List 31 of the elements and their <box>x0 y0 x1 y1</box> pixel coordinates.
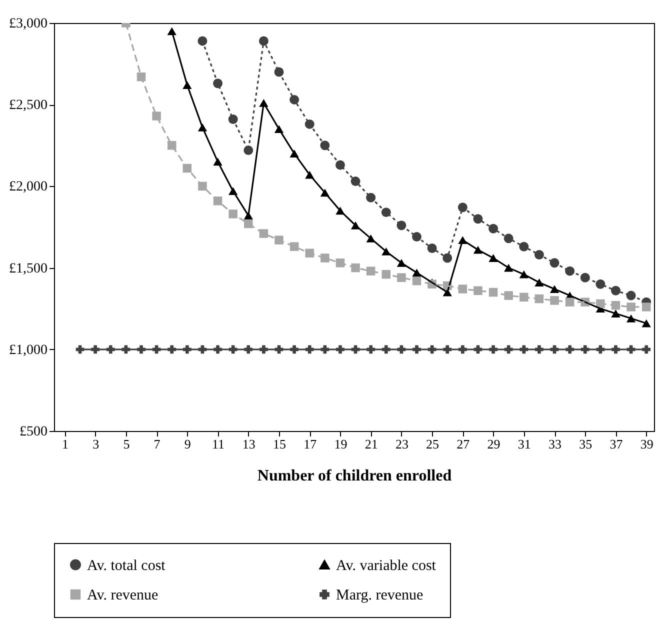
x-tick-label: 29 <box>487 436 500 452</box>
legend-label: Marg. revenue <box>336 588 424 604</box>
x-tick-label: 39 <box>640 436 654 452</box>
y-tick-label: £500 <box>20 424 48 440</box>
y-tick-label: £3,000 <box>9 16 48 32</box>
x-tick-label: 15 <box>273 436 286 452</box>
x-tick-label: 37 <box>610 436 624 452</box>
x-tick-label: 35 <box>579 436 592 452</box>
x-tick-label: 1 <box>62 436 68 452</box>
x-tick-label: 17 <box>304 436 318 452</box>
x-tick-label: 27 <box>456 436 470 452</box>
x-tick-label: 9 <box>184 436 191 452</box>
x-axis-title: Number of children enrolled <box>257 468 452 484</box>
x-tick-label: 19 <box>334 436 348 452</box>
y-tick-label: £2,500 <box>9 98 48 114</box>
x-tick-label: 21 <box>364 436 378 452</box>
x-tick-label: 3 <box>92 436 100 452</box>
legend-label: Av. revenue <box>87 588 159 604</box>
x-tick-label: 31 <box>518 436 531 452</box>
y-tick-label: £1,000 <box>9 342 48 358</box>
x-tick-label: 11 <box>212 436 225 452</box>
x-tick-label: 25 <box>426 436 440 452</box>
legend-label: Av. total cost <box>87 558 166 574</box>
x-tick-label: 5 <box>123 436 130 452</box>
y-tick-label: £2,000 <box>9 180 48 195</box>
x-tick-label: 33 <box>548 436 562 452</box>
x-tick-label: 13 <box>242 436 256 452</box>
x-tick-label: 23 <box>395 436 408 452</box>
legend-label: Av. variable cost <box>336 558 437 574</box>
y-tick-label: £1,500 <box>9 261 48 276</box>
x-tick-label: 7 <box>154 436 161 452</box>
